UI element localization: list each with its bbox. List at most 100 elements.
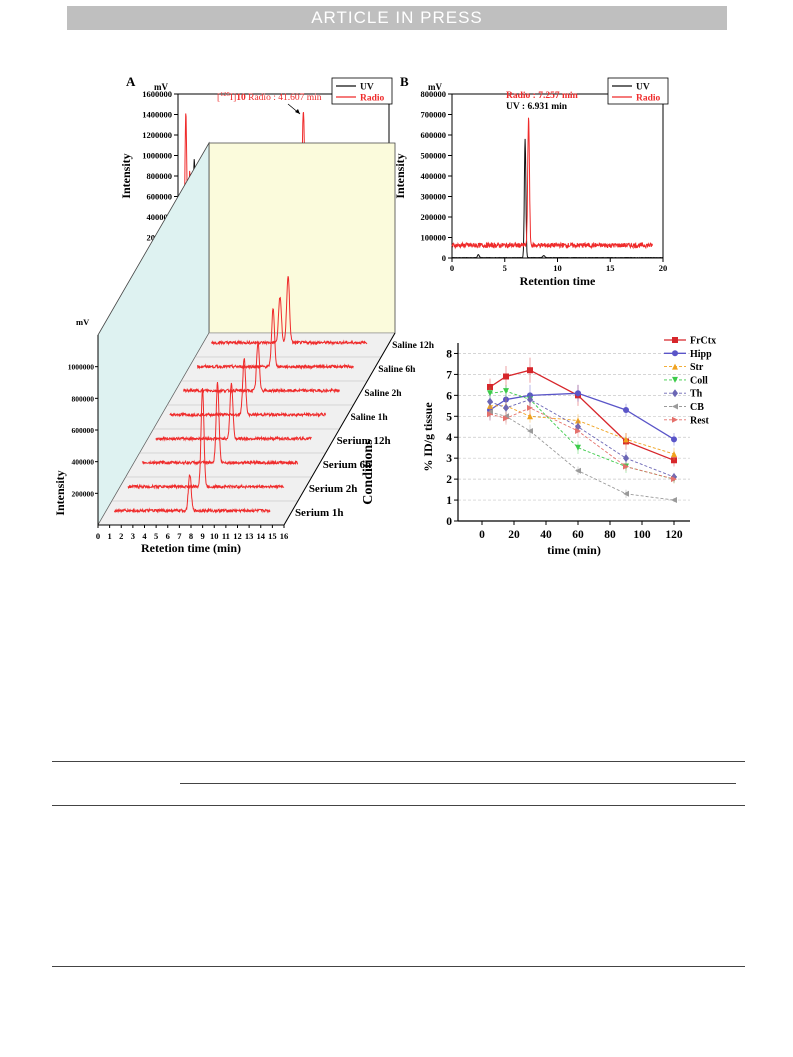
y-tick-label: 600000 — [421, 130, 447, 140]
y-tick-label: 1200000 — [142, 130, 172, 140]
y-tick-label: 1600000 — [142, 89, 172, 99]
y-axis-label: Intensity — [119, 153, 133, 198]
series-line-cb — [489, 411, 675, 501]
table-top-rule — [52, 761, 745, 762]
y-axis-label: % ID/g tissue — [421, 402, 435, 472]
peak-annotation: [125I]10 Radio : 41.607 min — [217, 91, 322, 103]
marker-triangle-up — [623, 436, 629, 443]
y-tick-label: 200000 — [72, 489, 95, 498]
x-tick-label: 11 — [222, 531, 230, 541]
legend-label: Rest — [690, 415, 710, 426]
legend-label: UV — [360, 83, 374, 93]
marker-square — [527, 367, 533, 374]
unit-label: mV — [428, 82, 442, 92]
y-tick-label: 500000 — [421, 151, 447, 161]
legend-label: FrCtx — [690, 336, 716, 347]
condition-label: Saline 6h — [378, 365, 416, 375]
radio-retention-annotation: Radio : 7.257 min — [506, 91, 579, 101]
condition-label: Serium 2h — [309, 483, 358, 495]
marker-triangle-down — [503, 388, 509, 395]
x-tick-label: 16 — [280, 531, 289, 541]
x-tick-label: 12 — [233, 531, 242, 541]
x-tick-label: 2 — [119, 531, 123, 541]
series-line-str — [490, 405, 675, 455]
trace-saline-12h — [211, 276, 368, 346]
trace-saline-6h — [197, 307, 354, 370]
table-bottom-rule — [52, 966, 745, 967]
legend-label: Radio — [636, 94, 661, 104]
x-axis-label: Retetion time (min) — [141, 541, 241, 555]
y-tick-label: 1000000 — [68, 363, 95, 372]
x-tick-label: 15 — [268, 531, 277, 541]
series-line-coll — [489, 390, 675, 480]
x-tick-label: 20 — [659, 263, 668, 273]
marker-triangle-left — [623, 490, 629, 497]
x-tick-label: 20 — [508, 529, 520, 541]
x-tick-label: 0 — [479, 529, 485, 541]
marker-diamond — [527, 395, 533, 404]
marker-triangle-left — [575, 467, 581, 474]
y-axis-label: Intensity — [53, 470, 67, 515]
x-tick-label: 120 — [665, 529, 683, 541]
y-tick-label: 800000 — [72, 394, 95, 403]
series-line-frctx — [489, 369, 675, 461]
series-line-rest — [489, 407, 675, 480]
y-axis-label: Intensity — [393, 153, 407, 198]
x-axis-label: Retention time — [520, 274, 596, 288]
marker-triangle-right — [487, 411, 493, 418]
trace-saline-2h — [183, 341, 340, 394]
marker-triangle-left — [672, 403, 678, 410]
y-tick-label: 1000000 — [142, 151, 172, 161]
marker-diamond — [503, 403, 509, 412]
series-line-hipp — [489, 392, 675, 440]
marker-triangle-left — [671, 497, 677, 504]
trace-serium-6h — [141, 382, 299, 466]
condition-label: Saline 12h — [392, 341, 435, 351]
y-tick-label: 800000 — [421, 89, 447, 99]
marker-circle — [575, 390, 581, 397]
unit-label: mV — [76, 317, 90, 327]
x-tick-label: 15 — [606, 263, 615, 273]
legend-box — [607, 77, 669, 105]
condition-label: Serium 12h — [337, 435, 391, 447]
marker-triangle-down — [575, 444, 581, 451]
x-tick-label: 3 — [131, 531, 135, 541]
marker-triangle-right — [575, 427, 581, 434]
y-tick-label: 0 — [442, 253, 446, 263]
y-tick-label: 300000 — [421, 192, 447, 202]
y-tick-label: 3 — [446, 453, 452, 465]
marker-triangle-right — [503, 415, 509, 422]
x-tick-label: 4 — [142, 531, 147, 541]
x-axis-label: time (min) — [547, 543, 601, 557]
y-tick-label: 5 — [446, 411, 452, 423]
panel-label: A — [126, 74, 136, 89]
x-tick-label: 100 — [633, 529, 651, 541]
y-tick-label: 2 — [446, 474, 452, 486]
marker-square — [672, 337, 678, 343]
y-tick-label: 7 — [446, 369, 452, 381]
y-tick-label: 600000 — [72, 426, 95, 435]
marker-triangle-up — [672, 363, 678, 370]
legend-label: Radio — [360, 94, 385, 104]
x-tick-label: 8 — [189, 531, 193, 541]
marker-square — [503, 373, 509, 380]
condition-label: Saline 1h — [350, 413, 388, 423]
trace-saline-1h — [169, 358, 326, 418]
x-tick-label: 9 — [201, 531, 205, 541]
marker-triangle-right — [623, 463, 629, 470]
condition-label: Serium 6h — [323, 459, 372, 471]
legend-label: Str — [690, 362, 704, 373]
uv-retention-annotation: UV : 6.931 min — [506, 102, 568, 112]
series-line-radio — [451, 117, 653, 250]
y-tick-label: 1 — [446, 495, 452, 507]
marker-triangle-up — [671, 450, 677, 457]
legend-label: Th — [690, 389, 703, 400]
panel-label: B — [400, 74, 409, 89]
unit-label: mV — [154, 82, 168, 92]
condition-label: Serium 1h — [295, 507, 344, 519]
y-tick-label: 600000 — [147, 192, 173, 202]
z-axis-label: Conditions — [361, 439, 376, 505]
trace-serium-2h — [127, 388, 285, 490]
x-tick-label: 7 — [177, 531, 182, 541]
